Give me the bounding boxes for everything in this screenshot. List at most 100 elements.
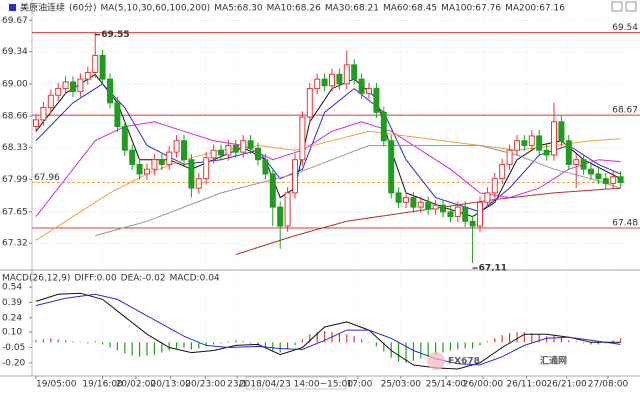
- candle-body: [477, 201, 483, 227]
- y-tick-label: 0.10: [2, 328, 22, 338]
- candle-body: [62, 81, 69, 90]
- candle-body: [514, 140, 520, 151]
- candle-body: [506, 149, 513, 165]
- candle-body: [269, 173, 276, 208]
- candle-body: [210, 149, 217, 159]
- level-label: 69.54: [612, 23, 638, 33]
- candle-body: [432, 204, 439, 210]
- candle-body: [166, 151, 173, 165]
- y-tick-label: 0.39: [2, 298, 22, 308]
- candle-body: [388, 140, 395, 194]
- annotation: 69.55: [101, 30, 129, 40]
- candle-body: [173, 140, 180, 153]
- annotation: 67.11: [479, 264, 507, 274]
- candle-body: [469, 220, 476, 227]
- legend-entry: MA(5,10,30,60,100,200): [101, 4, 211, 14]
- candle-body: [114, 102, 121, 128]
- candle-body: [40, 107, 47, 121]
- x-tick-label: /17:00: [343, 380, 372, 390]
- macd-panel: 0.54 0.39 0.24 0.10 -0.05 -0.20: [2, 283, 622, 370]
- candle-body: [232, 144, 239, 153]
- y-tick-label: 69.34: [2, 47, 28, 57]
- candle-body: [77, 78, 84, 92]
- candle-body: [543, 149, 550, 156]
- indicator-line: [35, 83, 621, 213]
- window-icon[interactable]: [611, 1, 623, 12]
- candle-body: [195, 178, 202, 189]
- y-tick-label: 0.24: [2, 313, 22, 323]
- candle-body: [144, 168, 150, 175]
- candle-body: [425, 201, 432, 210]
- candle-body: [395, 192, 402, 203]
- candle-body: [107, 78, 113, 104]
- candle-body: [136, 163, 143, 175]
- candle-body: [573, 159, 580, 165]
- legend-entry: MA100:67.76: [441, 4, 501, 14]
- candle-body: [47, 94, 54, 109]
- legend-swatch: [9, 4, 16, 11]
- legend-entry: MA60:68.45: [383, 4, 437, 14]
- candle-body: [218, 149, 224, 156]
- x-tick-label: 26/21:00: [546, 380, 587, 390]
- candle-body: [536, 135, 543, 151]
- candle-body: [521, 140, 528, 146]
- level-label: 67.48: [612, 218, 638, 228]
- x-tick-label: 20/23:00: [185, 380, 226, 390]
- candle-body: [33, 119, 39, 128]
- candle-body: [255, 147, 261, 161]
- candle-body: [484, 192, 491, 203]
- candle-body: [343, 64, 350, 85]
- candle-body: [588, 168, 594, 175]
- candle-body: [558, 121, 565, 142]
- x-tick-label: 20/02:00: [116, 380, 157, 390]
- indicator-line: [95, 145, 621, 237]
- x-tick-label: 23/1: [227, 380, 247, 390]
- candle-body: [247, 140, 254, 149]
- legend-entry: MA200:67.16: [505, 4, 565, 14]
- y-tick-label: 69.00: [2, 79, 28, 89]
- x-tick-label: 26/00:00: [463, 380, 504, 390]
- legend-entry: MA5:68.30: [214, 4, 263, 14]
- x-tick-label: 26/11:00: [506, 380, 547, 390]
- y-tick-label: 68.66: [2, 112, 28, 122]
- watermark-brand: FX678: [448, 357, 480, 367]
- candle-body: [292, 159, 298, 194]
- indicator-line: [235, 187, 621, 255]
- overlay: 美原油连续 (60分) MA(5,10,30,60,100,200) MA5:68.3…: [2, 2, 629, 390]
- candle-body: [602, 178, 609, 184]
- candle-body: [306, 88, 313, 118]
- candle-body: [181, 140, 187, 161]
- indicator-line: [35, 130, 621, 241]
- candle-body: [528, 135, 535, 146]
- candle-body: [70, 81, 76, 92]
- candle-body: [225, 144, 232, 156]
- window-icon[interactable]: [625, 1, 637, 12]
- candle-body: [314, 78, 321, 90]
- legend-entry: DEA:-0.02: [121, 274, 166, 284]
- tooltip: 2018/04/23 14:00~15:00: [239, 380, 353, 390]
- last-price-label: 67.96: [34, 173, 60, 183]
- candle-body: [277, 206, 284, 227]
- tooltip-box: [245, 376, 347, 390]
- candle-body: [121, 126, 128, 151]
- legend-entry: DIFF:0.00: [74, 274, 117, 284]
- watermark-logo: [427, 352, 445, 370]
- candle-body: [240, 140, 247, 153]
- x-tick-label: 25/03:00: [381, 380, 422, 390]
- candle-body: [410, 197, 417, 208]
- candle-body: [158, 159, 165, 165]
- candle-body: [203, 157, 210, 180]
- candle-body: [551, 121, 557, 156]
- legend-entry: 美原油连续: [20, 2, 65, 14]
- indicator-line: [35, 73, 621, 218]
- candle-body: [491, 178, 498, 194]
- candle-body: [565, 140, 572, 165]
- candle-body: [129, 149, 136, 165]
- candle-body: [440, 204, 446, 213]
- candle-body: [329, 73, 335, 87]
- legend-entry: MA10:68.26: [267, 4, 321, 14]
- x-tick-label: 19/16:00: [82, 380, 123, 390]
- candle-body: [462, 206, 469, 222]
- candle-body: [417, 201, 424, 208]
